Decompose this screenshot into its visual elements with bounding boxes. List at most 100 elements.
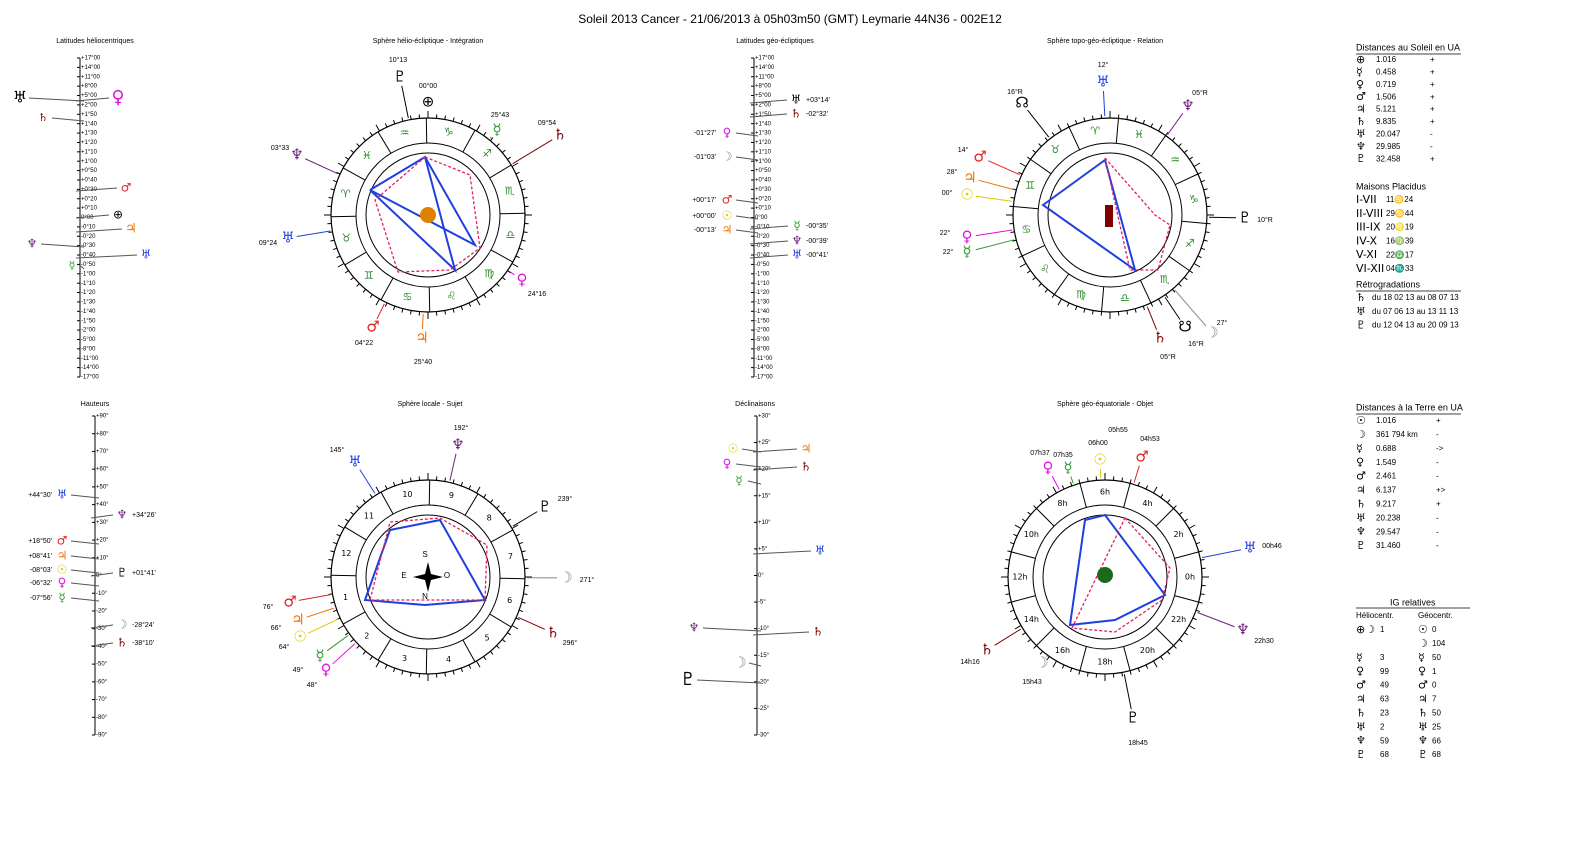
panel-title: Sphère locale - Sujet (398, 401, 463, 408)
line (489, 499, 494, 504)
ring-label: ♐︎ (1185, 237, 1195, 250)
line (468, 123, 472, 128)
table-header: Héliocentr. (1356, 611, 1394, 620)
line (362, 288, 367, 293)
line (748, 662, 762, 667)
scale-label: -0°50 (755, 262, 770, 268)
table-cell: 20.238 (1376, 513, 1401, 522)
planet-value: 04h53 (1140, 436, 1160, 443)
table-cell: ♅ (1356, 720, 1366, 733)
table-cell: 29.547 (1376, 527, 1401, 536)
scale-label: 0° (758, 573, 764, 579)
line (1123, 483, 1131, 508)
table-cell: ☿ (1356, 651, 1363, 664)
table-cell: ⊕ (1356, 53, 1365, 66)
line (1193, 263, 1201, 268)
table-cell: ♃ (1356, 693, 1366, 706)
table-cell: ♄ (1356, 497, 1366, 510)
planet-value: 07h37 (1030, 450, 1050, 457)
line (460, 667, 464, 673)
scale-label: -20° (96, 609, 108, 615)
planet-glyph: ♇ (117, 566, 128, 580)
planet-value: -00°35' (806, 222, 828, 230)
table-cell: ☉ (1356, 414, 1366, 427)
line (1192, 533, 1197, 537)
line (460, 119, 464, 125)
planet-value: 10°R (1257, 216, 1273, 224)
planet-glyph: ♂ (283, 593, 296, 611)
line (1145, 664, 1149, 669)
line (521, 550, 526, 553)
scale-label: -0°50 (81, 262, 96, 268)
table-cell: +> (1436, 486, 1446, 495)
table-cell: 104 (1432, 639, 1446, 648)
line (490, 249, 514, 263)
scale-label: -40° (96, 644, 108, 650)
line (1195, 541, 1201, 545)
scale-label: -0°10 (755, 224, 770, 230)
line (1083, 308, 1086, 313)
aspect-red (1104, 157, 1171, 271)
line (988, 160, 1020, 176)
ring-label: ♍︎ (1076, 288, 1086, 301)
scale-label: -10° (96, 591, 108, 597)
table-cell: - (1430, 142, 1433, 151)
table-cell: ♆ (1356, 525, 1366, 538)
scale-label: -0°40 (81, 253, 96, 259)
ring-label: 12h (1012, 573, 1027, 582)
line (328, 231, 333, 234)
ring-label: 11 (364, 511, 374, 520)
scale-label: +5°00 (81, 93, 98, 99)
table-cell: IV-X (1356, 234, 1378, 247)
scale-label: -1°10 (81, 281, 96, 287)
scale-label: -2°00 (755, 328, 770, 334)
planet-glyph: ☉ (960, 186, 973, 204)
line (975, 229, 1013, 237)
compass-letter: N (422, 592, 428, 601)
line (1166, 499, 1171, 504)
planet-value: 07h35 (1053, 452, 1073, 459)
wheel-ring (1037, 142, 1183, 288)
line (511, 625, 519, 630)
line (384, 123, 388, 128)
ring-label: 2 (364, 632, 369, 641)
line (362, 499, 367, 504)
line (1014, 625, 1022, 630)
line (377, 638, 392, 661)
line (392, 119, 396, 125)
wheel-ring (365, 152, 491, 278)
planet-glyph: ☿ (69, 259, 76, 272)
line (1174, 551, 1199, 559)
line (1126, 115, 1129, 120)
scale-label: +50° (96, 484, 109, 490)
scale-label: +10° (758, 520, 771, 526)
line (1027, 109, 1050, 138)
ring-label: ♒︎ (1170, 153, 1180, 166)
line (462, 639, 476, 663)
wheel-ring (355, 142, 501, 288)
line (304, 158, 339, 175)
table-cell: 29.985 (1376, 142, 1401, 151)
line (1123, 674, 1132, 710)
line (1010, 231, 1015, 234)
line (1026, 156, 1031, 160)
line (1052, 660, 1057, 668)
scale-label: +70° (96, 449, 109, 455)
line (75, 97, 110, 102)
table-cell: 29♋44 (1386, 208, 1414, 218)
line (1142, 119, 1146, 125)
line (1184, 632, 1189, 636)
ring-label: ♌︎ (446, 290, 456, 303)
table-cell: + (1430, 80, 1435, 89)
line (1123, 646, 1131, 671)
line (1007, 601, 1012, 604)
table-cell: ♅ (1356, 511, 1366, 524)
table-cell: 1.016 (1376, 416, 1397, 425)
line (1193, 162, 1201, 167)
table-cell: ♀ (1356, 665, 1364, 678)
planet-value: -00°41' (806, 251, 828, 259)
table-cell: ♇ (1356, 319, 1366, 332)
line (523, 196, 528, 199)
planet-glyph: ☽ (559, 569, 572, 587)
line (752, 550, 812, 555)
